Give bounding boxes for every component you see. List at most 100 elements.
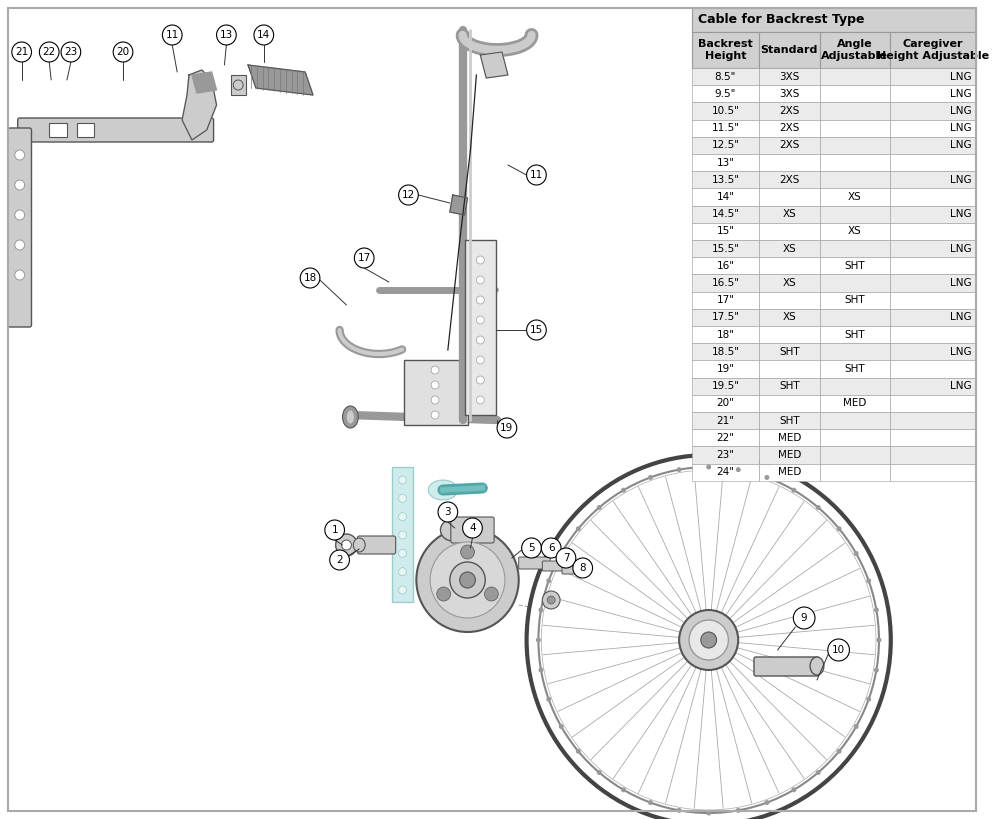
Circle shape (461, 545, 474, 559)
Bar (890, 429, 976, 446)
Bar (759, 395, 820, 412)
Circle shape (460, 572, 475, 588)
Circle shape (476, 336, 484, 344)
Text: SHT: SHT (779, 415, 800, 426)
Circle shape (866, 697, 871, 702)
Bar (890, 326, 976, 343)
Text: 3: 3 (445, 507, 451, 517)
Bar (820, 343, 890, 360)
Text: 8.5": 8.5" (715, 71, 736, 82)
Bar (820, 292, 890, 309)
Bar (820, 395, 890, 412)
Circle shape (701, 632, 717, 648)
Circle shape (854, 724, 859, 729)
Circle shape (576, 749, 581, 753)
Text: 2XS: 2XS (779, 106, 800, 116)
Circle shape (431, 396, 439, 404)
Circle shape (874, 667, 879, 672)
Bar (759, 188, 820, 206)
Text: 3XS: 3XS (779, 71, 800, 82)
Bar (890, 32, 976, 68)
Circle shape (527, 165, 546, 185)
Bar (820, 309, 890, 326)
Text: 23: 23 (64, 47, 77, 57)
Text: 23": 23" (716, 450, 734, 460)
Circle shape (330, 550, 349, 570)
Text: MED: MED (778, 467, 801, 477)
Bar (820, 188, 890, 206)
Circle shape (399, 550, 407, 558)
Bar (692, 309, 759, 326)
FancyBboxPatch shape (8, 128, 31, 327)
Circle shape (791, 787, 796, 792)
Text: LNG: LNG (950, 123, 971, 133)
Text: LNG: LNG (950, 346, 971, 357)
Circle shape (816, 505, 821, 510)
Bar (820, 85, 890, 102)
Circle shape (816, 770, 821, 775)
Text: 20: 20 (116, 47, 130, 57)
Bar (759, 378, 820, 395)
Bar (890, 464, 976, 481)
Bar (759, 137, 820, 154)
Ellipse shape (810, 657, 824, 675)
Bar (820, 102, 890, 120)
Circle shape (476, 256, 484, 264)
Text: 17.5": 17.5" (711, 312, 739, 323)
Text: 24": 24" (716, 467, 734, 477)
Bar (759, 102, 820, 120)
Circle shape (399, 495, 407, 502)
Text: 3XS: 3XS (779, 88, 800, 99)
Bar (759, 68, 820, 85)
Ellipse shape (428, 480, 458, 500)
Bar (692, 343, 759, 360)
Bar (820, 32, 890, 68)
Bar (49, 123, 67, 137)
Text: Cable for Backrest Type: Cable for Backrest Type (698, 13, 864, 26)
Circle shape (837, 749, 842, 753)
Bar (820, 464, 890, 481)
Bar (692, 32, 759, 68)
Ellipse shape (343, 406, 358, 428)
Circle shape (39, 42, 59, 62)
Text: 12.5": 12.5" (711, 140, 739, 151)
Circle shape (573, 558, 593, 578)
Text: 2XS: 2XS (779, 123, 800, 133)
Circle shape (736, 467, 741, 472)
Text: 20": 20" (716, 398, 734, 409)
Text: 17": 17" (716, 295, 734, 305)
Text: XS: XS (783, 278, 796, 288)
Text: LNG: LNG (950, 312, 971, 323)
Circle shape (476, 296, 484, 304)
Circle shape (837, 527, 842, 532)
Bar (820, 446, 890, 464)
Bar (692, 188, 759, 206)
Text: 18: 18 (303, 273, 317, 283)
Text: SHT: SHT (844, 295, 865, 305)
Text: MED: MED (778, 450, 801, 460)
Bar (692, 395, 759, 412)
Bar (890, 309, 976, 326)
Circle shape (476, 356, 484, 364)
Bar (692, 240, 759, 257)
Text: 7: 7 (563, 553, 569, 563)
Circle shape (15, 270, 25, 280)
Bar (890, 85, 976, 102)
Circle shape (648, 800, 653, 805)
Bar (759, 154, 820, 171)
Text: 12: 12 (402, 190, 415, 200)
Bar (759, 326, 820, 343)
FancyBboxPatch shape (451, 517, 494, 543)
Circle shape (15, 210, 25, 220)
Circle shape (476, 376, 484, 384)
FancyBboxPatch shape (357, 536, 396, 554)
Circle shape (621, 787, 626, 792)
Bar (759, 274, 820, 292)
Circle shape (527, 455, 891, 819)
Bar (392, 467, 413, 602)
Circle shape (450, 562, 485, 598)
Bar (692, 171, 759, 188)
Circle shape (874, 608, 879, 613)
Bar (759, 32, 820, 68)
Text: 21": 21" (716, 415, 734, 426)
